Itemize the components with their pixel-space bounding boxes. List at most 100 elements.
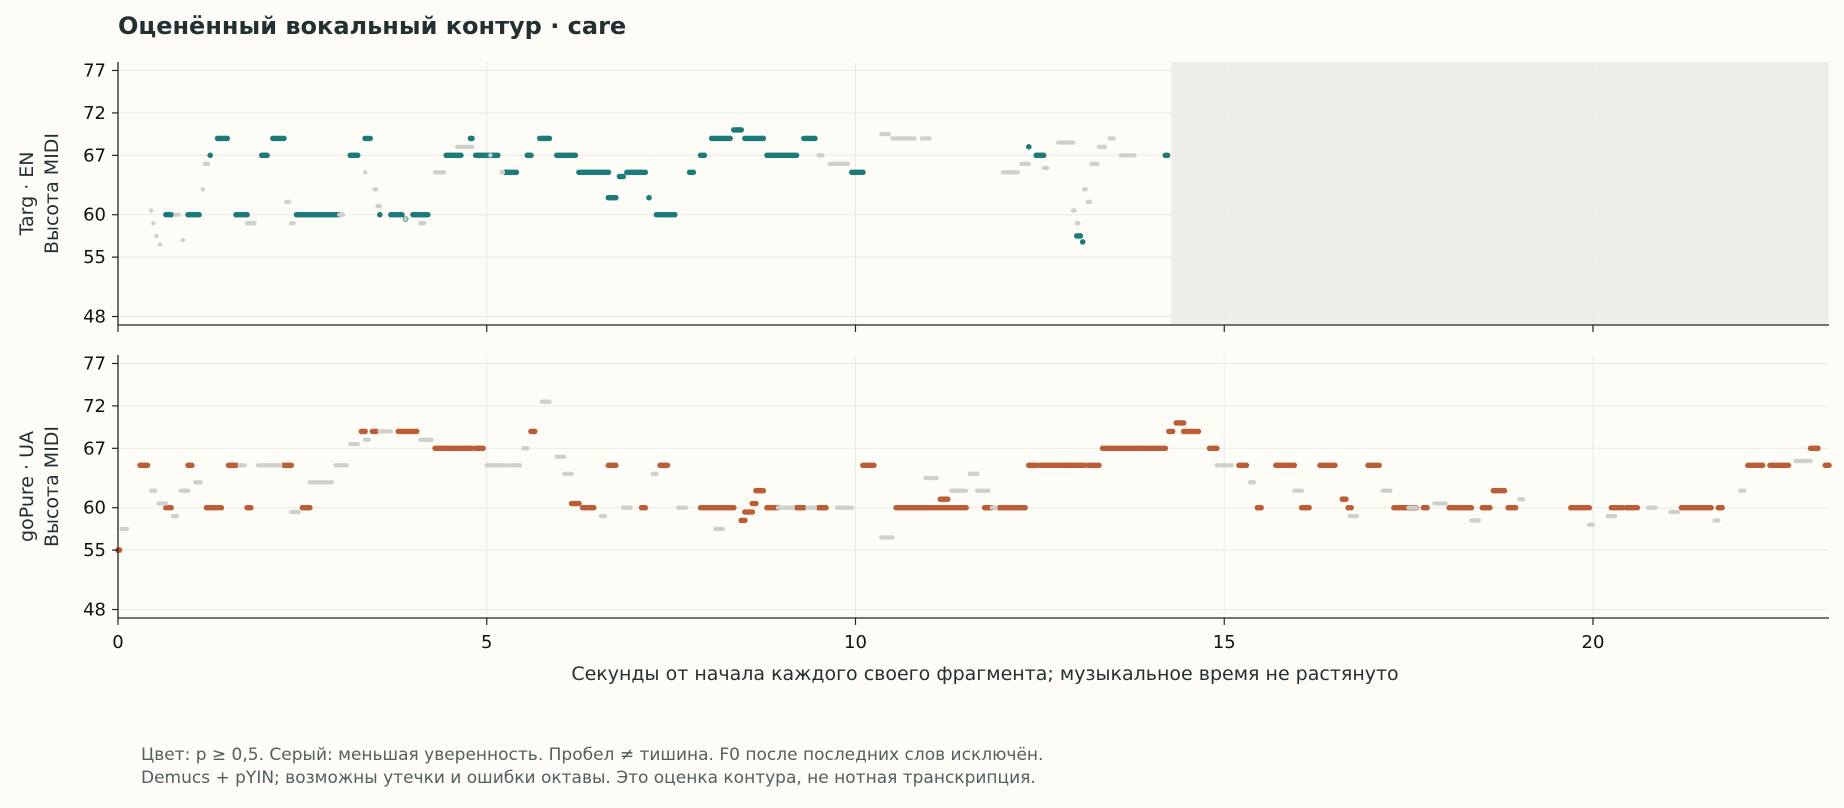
data-point xyxy=(218,504,225,511)
data-point xyxy=(975,471,980,476)
data-point xyxy=(1162,445,1169,452)
data-point xyxy=(362,428,368,435)
data-point xyxy=(749,509,756,515)
data-point xyxy=(986,488,991,493)
data-point xyxy=(525,446,530,451)
footnote-line-2: Demucs + pYIN; возможны утечки и ошибки … xyxy=(141,768,1036,788)
data-point xyxy=(672,211,678,218)
data-point xyxy=(1026,161,1032,166)
data-point xyxy=(180,238,186,243)
data-point xyxy=(1708,504,1714,511)
data-point xyxy=(176,212,181,217)
data-point xyxy=(421,221,427,226)
data-point xyxy=(367,135,374,142)
data-point xyxy=(742,517,748,524)
series-en-confident xyxy=(163,127,1171,245)
data-point xyxy=(760,135,767,142)
data-point xyxy=(373,428,379,435)
data-point xyxy=(823,504,829,511)
data-point xyxy=(613,462,619,469)
data-point xyxy=(812,135,818,142)
data-point xyxy=(1229,463,1234,468)
data-point xyxy=(1076,221,1081,226)
data-point xyxy=(934,475,939,481)
data-point xyxy=(1258,504,1264,511)
excluded-region xyxy=(1171,62,1829,325)
data-point xyxy=(528,152,534,159)
data-point xyxy=(163,501,169,506)
data-point xyxy=(790,505,795,510)
data-point xyxy=(569,471,574,476)
data-point xyxy=(1070,140,1076,145)
data-point xyxy=(738,127,744,133)
data-point xyxy=(1520,497,1526,502)
data-point xyxy=(590,504,597,511)
data-point xyxy=(620,173,626,180)
y-tick-label: 55 xyxy=(83,247,106,268)
data-point xyxy=(1443,501,1448,506)
data-point xyxy=(248,504,254,511)
data-point xyxy=(185,488,191,493)
data-point xyxy=(912,136,917,141)
data-point xyxy=(1759,462,1766,469)
data-point xyxy=(1072,208,1077,213)
data-point xyxy=(654,471,659,476)
data-point xyxy=(1586,504,1593,511)
data-point xyxy=(1243,462,1250,469)
data-point xyxy=(281,135,287,142)
footnote-line-1: Цвет: p ≥ 0,5. Серый: меньшая уверенност… xyxy=(141,745,1044,765)
x-tick-label: 15 xyxy=(1213,632,1236,653)
data-point xyxy=(731,504,737,511)
data-point xyxy=(1096,462,1102,469)
data-point xyxy=(1111,136,1116,141)
data-point xyxy=(1299,488,1304,493)
panel-en-targ: 48 55 60 67 72 77 Targ · EN Высота MIDI xyxy=(16,60,1829,332)
data-point xyxy=(144,462,151,469)
data-point xyxy=(1022,504,1028,511)
footnote: Цвет: p ≥ 0,5. Серый: меньшая уверенност… xyxy=(141,744,1043,790)
data-point xyxy=(233,462,239,469)
data-point xyxy=(760,487,767,494)
y-tick-label: 55 xyxy=(83,540,106,561)
series-en-low_confidence xyxy=(149,131,1137,247)
data-point xyxy=(495,152,501,159)
data-point xyxy=(242,463,247,468)
data-point xyxy=(1376,462,1382,469)
data-point xyxy=(403,216,408,222)
data-point xyxy=(963,488,969,493)
data-point xyxy=(812,505,818,510)
data-point xyxy=(278,463,283,468)
data-point xyxy=(1251,480,1257,485)
data-point xyxy=(1476,518,1481,523)
data-point xyxy=(513,169,520,176)
data-point xyxy=(152,488,158,493)
data-point xyxy=(1343,496,1349,503)
data-point xyxy=(664,462,671,469)
data-point xyxy=(860,169,866,176)
data-point xyxy=(605,169,612,176)
data-point xyxy=(207,152,213,159)
data-point xyxy=(168,504,174,511)
data-point xyxy=(1348,504,1354,511)
data-point xyxy=(458,152,464,159)
data-point xyxy=(1214,445,1220,452)
data-point xyxy=(1077,233,1084,239)
data-point xyxy=(480,445,486,452)
data-point xyxy=(1164,152,1171,159)
data-point xyxy=(441,170,447,175)
data-point xyxy=(944,496,951,503)
data-point xyxy=(1354,514,1360,519)
data-point xyxy=(1501,487,1508,494)
data-point xyxy=(547,399,552,404)
chart-title: Оценённый вокальный контур · care xyxy=(118,12,627,40)
data-point xyxy=(801,504,807,511)
data-point xyxy=(963,504,969,511)
data-point xyxy=(642,169,649,176)
data-point xyxy=(373,187,379,192)
data-point xyxy=(366,437,371,442)
data-point xyxy=(154,233,159,239)
data-point xyxy=(425,211,431,218)
data-point xyxy=(244,211,250,218)
data-point xyxy=(1634,504,1641,511)
data-point xyxy=(1785,462,1792,469)
